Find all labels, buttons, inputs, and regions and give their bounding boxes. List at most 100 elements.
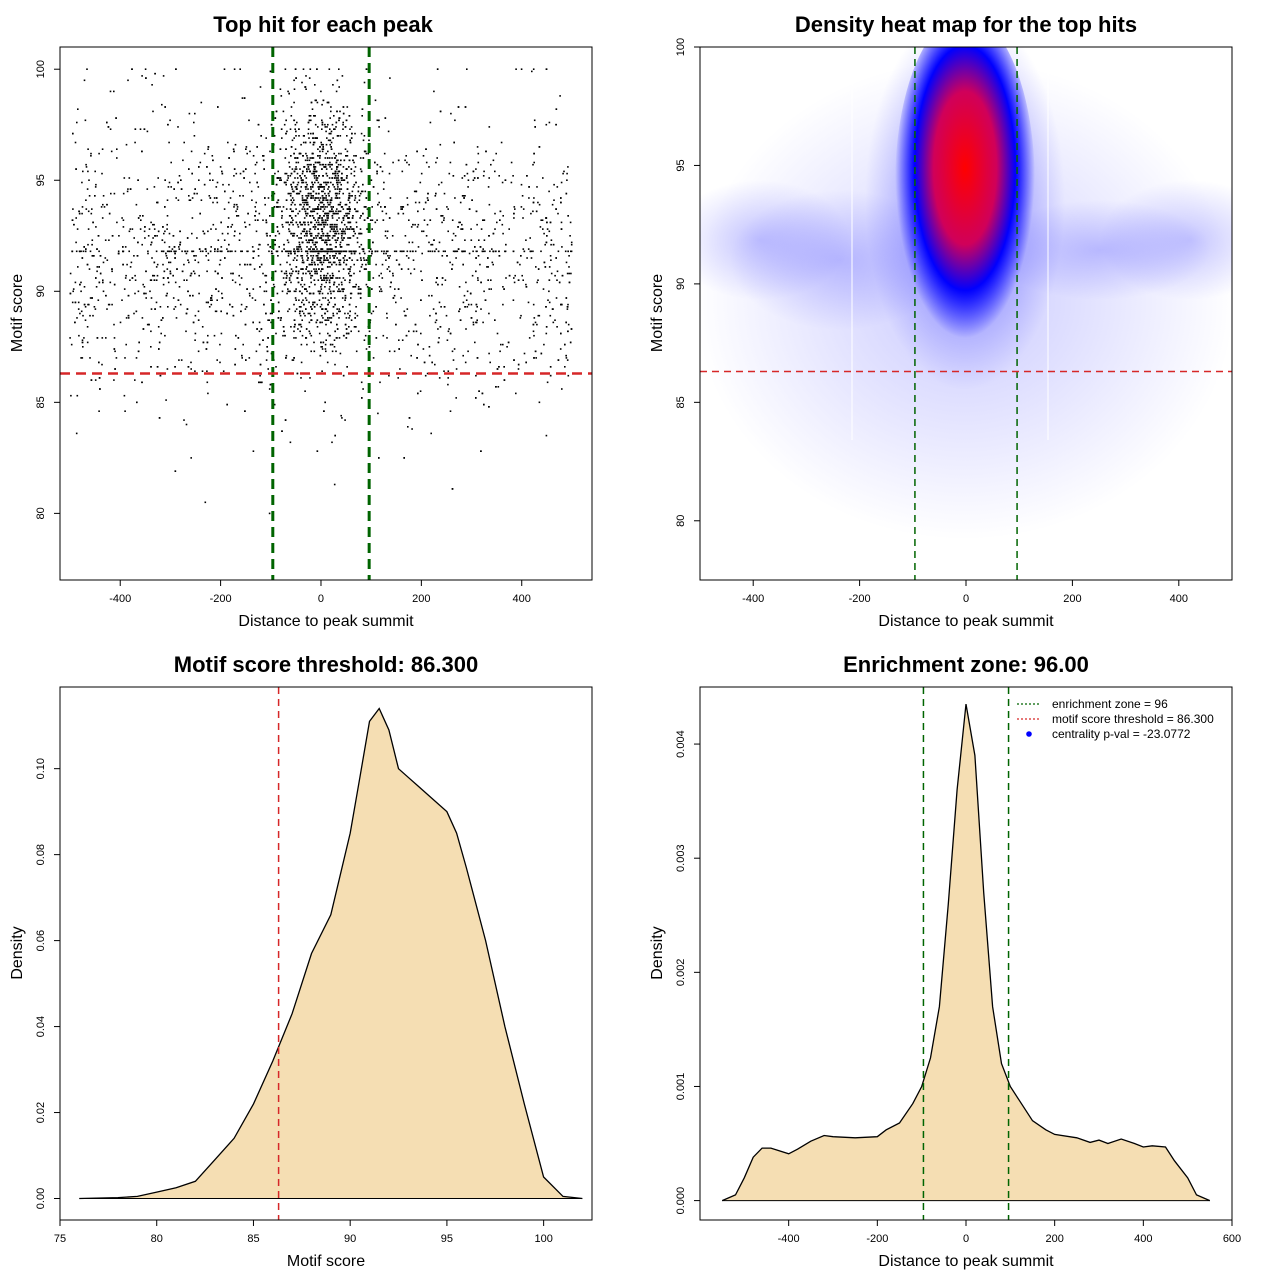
scatter-point bbox=[338, 152, 340, 155]
scatter-point bbox=[91, 255, 94, 257]
scatter-point bbox=[324, 219, 327, 221]
scatter-point bbox=[323, 250, 326, 253]
scatter-point bbox=[348, 206, 351, 208]
scatter-point bbox=[526, 257, 528, 259]
scatter-point bbox=[380, 272, 382, 275]
scatter-point bbox=[309, 141, 312, 144]
scatter-point bbox=[72, 290, 74, 293]
scatter-point bbox=[107, 126, 110, 128]
scatter-point bbox=[321, 217, 323, 219]
scatter-point bbox=[219, 250, 222, 253]
scatter-point bbox=[295, 308, 298, 310]
scatter-point bbox=[315, 255, 318, 257]
scatter-point bbox=[313, 166, 315, 168]
scatter-point bbox=[392, 274, 394, 277]
scatter-point bbox=[304, 221, 306, 224]
scatter-point bbox=[113, 90, 115, 93]
scatter-point bbox=[281, 137, 283, 139]
scatter-point bbox=[297, 270, 300, 273]
scatter-point bbox=[455, 250, 458, 253]
scatter-point bbox=[406, 203, 409, 206]
scatter-point bbox=[292, 219, 294, 221]
scatter-point bbox=[353, 230, 355, 233]
scatter-point bbox=[202, 341, 205, 344]
scatter-point bbox=[447, 383, 449, 386]
scatter-point bbox=[341, 235, 343, 237]
scatter-point bbox=[300, 326, 303, 328]
scatter-point bbox=[206, 381, 209, 384]
scatter-point bbox=[317, 290, 320, 293]
scatter-point bbox=[326, 252, 329, 255]
scatter-point bbox=[472, 321, 475, 324]
scatter-point bbox=[349, 292, 352, 295]
scatter-point bbox=[294, 168, 297, 170]
scatter-point bbox=[97, 235, 100, 237]
scatter-point bbox=[150, 366, 152, 368]
scatter-point bbox=[293, 88, 296, 90]
scatter-point bbox=[377, 412, 379, 415]
scatter-point bbox=[446, 339, 449, 341]
scatter-point bbox=[233, 175, 235, 177]
scatter-point bbox=[295, 288, 297, 290]
scatter-point bbox=[462, 301, 465, 304]
scatter-point bbox=[347, 199, 350, 201]
scatter-point bbox=[423, 208, 425, 210]
scatter-point bbox=[415, 190, 418, 193]
scatter-point bbox=[567, 303, 569, 306]
scatter-point bbox=[293, 257, 296, 259]
scatter-point bbox=[284, 172, 286, 175]
scatter-point bbox=[350, 168, 353, 170]
scatter-point bbox=[363, 339, 366, 341]
scatter-point bbox=[417, 343, 419, 346]
scatter-point bbox=[482, 175, 485, 177]
scatter-point bbox=[166, 223, 168, 226]
scatter-point bbox=[436, 68, 439, 70]
scatter-point bbox=[465, 281, 467, 284]
scatter-point bbox=[314, 197, 317, 199]
scatter-point bbox=[287, 288, 289, 290]
scatter-point bbox=[245, 168, 247, 170]
scatter-point bbox=[271, 312, 273, 315]
scatter-point bbox=[306, 203, 308, 206]
scatter-point bbox=[337, 163, 340, 166]
scatter-point bbox=[283, 181, 286, 184]
scatter-point bbox=[325, 199, 327, 201]
scatter-point bbox=[389, 270, 391, 273]
scatter-point bbox=[353, 175, 356, 177]
scatter-point bbox=[322, 148, 325, 150]
scatter-point bbox=[127, 294, 130, 297]
scatter-point bbox=[334, 235, 336, 237]
scatter-point bbox=[348, 250, 351, 253]
scatter-point bbox=[256, 181, 258, 184]
scatter-point bbox=[322, 206, 324, 208]
scatter-point bbox=[144, 237, 146, 239]
x-tick-label: 85 bbox=[247, 1233, 259, 1245]
scatter-point bbox=[348, 257, 351, 259]
scatter-point bbox=[306, 266, 308, 268]
scatter-point bbox=[321, 190, 323, 193]
score-density-y-label: Density bbox=[9, 926, 26, 979]
scatter-point bbox=[96, 270, 98, 273]
scatter-point bbox=[321, 168, 323, 170]
scatter-point bbox=[342, 112, 345, 115]
scatter-point bbox=[309, 239, 311, 241]
scatter-point bbox=[317, 257, 320, 259]
scatter-point bbox=[321, 292, 324, 295]
scatter-point bbox=[346, 150, 349, 153]
scatter-point bbox=[338, 337, 341, 339]
scatter-point bbox=[252, 450, 255, 452]
scatter-point bbox=[251, 297, 254, 299]
scatter-point bbox=[206, 341, 209, 344]
scatter-point bbox=[530, 212, 532, 215]
scatter-point bbox=[301, 181, 303, 184]
scatter-point bbox=[264, 197, 266, 199]
scatter-point bbox=[279, 263, 282, 266]
scatter-point bbox=[74, 301, 77, 304]
scatter-point bbox=[409, 250, 412, 253]
scatter-point bbox=[526, 175, 528, 177]
scatter-point bbox=[319, 274, 322, 277]
scatter-point bbox=[311, 108, 314, 110]
scatter-point bbox=[354, 250, 356, 253]
scatter-point bbox=[543, 343, 545, 346]
scatter-point bbox=[290, 172, 293, 175]
